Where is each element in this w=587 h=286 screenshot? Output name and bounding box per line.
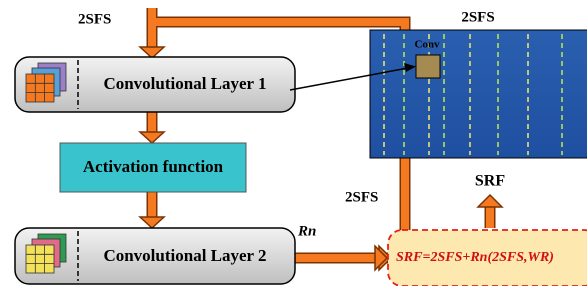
conv-label: Conv <box>414 39 440 51</box>
conv-window <box>416 55 440 78</box>
residual-label: Rn <box>297 223 316 239</box>
layer1-icon <box>26 63 66 102</box>
spectrogram <box>370 30 587 158</box>
layer2-icon <box>26 234 66 273</box>
skip-label: 2SFS <box>345 189 378 205</box>
output-label: SRF <box>475 173 505 190</box>
diagram: 2SFS Convolutional Layer 1 Activation fu… <box>0 0 587 286</box>
formula: SRF=2SFS+Rn(2SFS,WR) <box>396 250 554 265</box>
activation-label: Activation function <box>83 157 224 176</box>
spectrogram-title: 2SFS <box>461 9 494 25</box>
input-label: 2SFS <box>78 11 111 27</box>
layer2-label: Convolutional Layer 2 <box>103 246 266 265</box>
layer1-label: Convolutional Layer 1 <box>103 74 266 93</box>
